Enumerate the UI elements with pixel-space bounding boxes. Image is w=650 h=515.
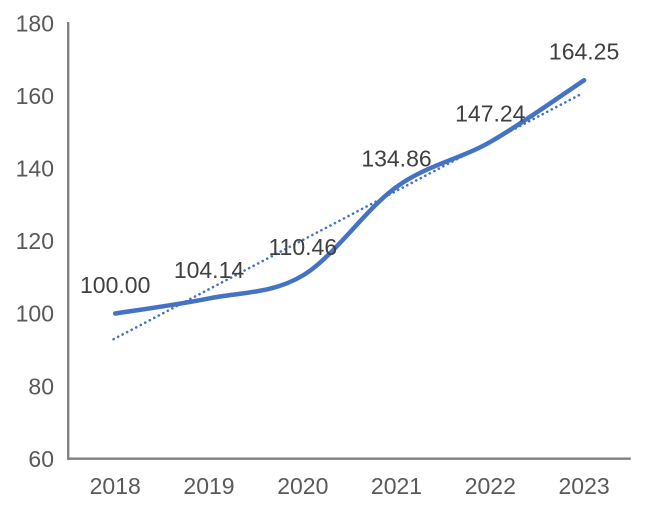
- svg-text:2021: 2021: [371, 473, 422, 499]
- svg-text:100.00: 100.00: [80, 272, 150, 298]
- svg-text:164.25: 164.25: [549, 39, 619, 65]
- svg-text:104.14: 104.14: [174, 257, 245, 283]
- svg-text:2020: 2020: [277, 473, 328, 499]
- svg-text:180: 180: [16, 10, 54, 36]
- svg-text:80: 80: [28, 373, 54, 399]
- svg-text:2019: 2019: [183, 473, 234, 499]
- svg-text:160: 160: [16, 83, 54, 109]
- svg-text:120: 120: [16, 228, 54, 254]
- svg-text:100: 100: [16, 301, 54, 327]
- svg-text:2018: 2018: [90, 473, 141, 499]
- svg-text:2023: 2023: [559, 473, 610, 499]
- svg-text:110.46: 110.46: [268, 234, 337, 260]
- svg-text:2022: 2022: [465, 473, 516, 499]
- svg-text:60: 60: [28, 446, 54, 472]
- svg-text:140: 140: [16, 156, 54, 182]
- svg-text:134.86: 134.86: [361, 145, 431, 171]
- svg-text:147.24: 147.24: [455, 100, 526, 126]
